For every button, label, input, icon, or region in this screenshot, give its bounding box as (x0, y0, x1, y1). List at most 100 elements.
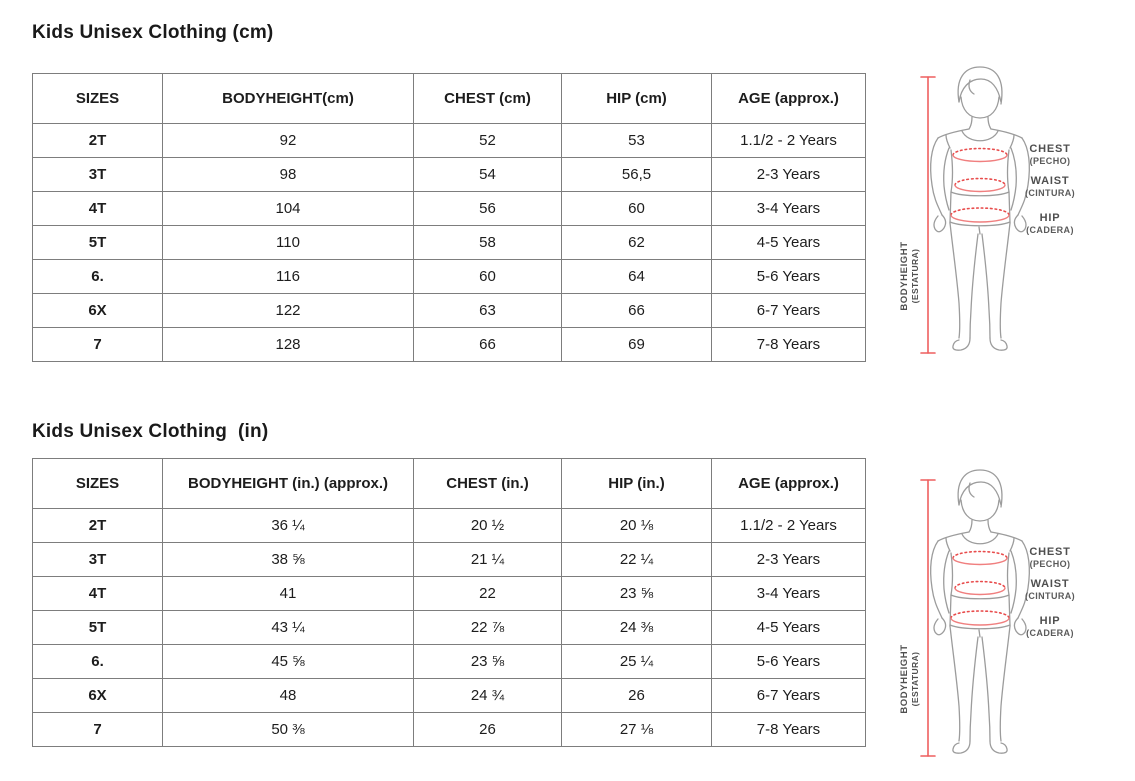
value-cell: 4-5 Years (711, 225, 866, 260)
value-cell: 56,5 (561, 157, 712, 192)
bodyheight-measure-line (920, 76, 936, 354)
value-cell: 41 (162, 576, 414, 611)
value-cell: 66 (413, 327, 562, 362)
value-cell: 25 ¼ (561, 644, 712, 679)
value-cell: 54 (413, 157, 562, 192)
column-header: BODYHEIGHT (in.) (approx.) (162, 458, 414, 509)
table-row: 7 50 ⅜ 26 27 ⅛ 7-8 Years (32, 712, 866, 747)
value-cell: 98 (162, 157, 414, 192)
table-row: 6X 122 63 66 6-7 Years (32, 293, 866, 328)
value-cell: 6-7 Years (711, 293, 866, 328)
pecho-label: (PECHO) (1030, 559, 1071, 569)
table-row: 5T 110 58 62 4-5 Years (32, 225, 866, 260)
value-cell: 63 (413, 293, 562, 328)
size-cell: 6. (32, 644, 163, 679)
hip-label: HIP (1040, 212, 1061, 224)
value-cell: 7-8 Years (711, 712, 866, 747)
value-cell: 22 ¼ (561, 542, 712, 577)
table-row: 5T 43 ¼ 22 ⅞ 24 ⅜ 4-5 Years (32, 610, 866, 645)
value-cell: 38 ⅝ (162, 542, 414, 577)
body-measurement-figure-cm: BODYHEIGHT (ESTATURA) (898, 60, 1123, 370)
value-cell: 43 ¼ (162, 610, 414, 645)
value-cell: 21 ¼ (413, 542, 562, 577)
value-cell: 62 (561, 225, 712, 260)
pecho-label: (PECHO) (1030, 156, 1071, 166)
value-cell: 66 (561, 293, 712, 328)
chest-measure-ellipse (952, 147, 1008, 163)
value-cell: 1.1/2 - 2 Years (711, 123, 866, 158)
cintura-label: (CINTURA) (1025, 188, 1075, 198)
value-cell: 36 ¼ (162, 508, 414, 543)
estatura-label: (ESTATURA) (910, 249, 920, 304)
section-title-in: Kids Unisex Clothing (in) (32, 421, 269, 442)
table-header-row: SIZES BODYHEIGHT(cm) CHEST (cm) HIP (cm) AGE… (32, 73, 866, 124)
size-cell: 5T (32, 610, 163, 645)
value-cell: 110 (162, 225, 414, 260)
size-cell: 3T (32, 157, 163, 192)
section-title-cm: Kids Unisex Clothing (cm) (32, 22, 274, 43)
size-cell: 3T (32, 542, 163, 577)
value-cell: 48 (162, 678, 414, 713)
column-header: AGE (approx.) (711, 458, 866, 509)
value-cell: 2-3 Years (711, 157, 866, 192)
value-cell: 20 ½ (413, 508, 562, 543)
value-cell: 24 ⅜ (561, 610, 712, 645)
value-cell: 24 ¾ (413, 678, 562, 713)
size-cell: 2T (32, 508, 163, 543)
size-table-in: SIZES BODYHEIGHT (in.) (approx.) CHEST (in… (32, 458, 866, 747)
value-cell: 3-4 Years (711, 191, 866, 226)
size-cell: 7 (32, 712, 163, 747)
hip-measure-ellipse (950, 610, 1010, 626)
value-cell: 4-5 Years (711, 610, 866, 645)
column-header: BODYHEIGHT(cm) (162, 73, 414, 124)
value-cell: 20 ⅛ (561, 508, 712, 543)
chest-label: CHEST (1029, 143, 1070, 155)
table-row: 3T 38 ⅝ 21 ¼ 22 ¼ 2-3 Years (32, 542, 866, 577)
table-row: 6. 116 60 64 5-6 Years (32, 259, 866, 294)
waist-measure-ellipse (954, 580, 1006, 596)
value-cell: 22 (413, 576, 562, 611)
value-cell: 3-4 Years (711, 576, 866, 611)
table-row: 6. 45 ⅝ 23 ⅝ 25 ¼ 5-6 Years (32, 644, 866, 679)
body-measurement-diagram: BODYHEIGHT (ESTATURA) (899, 469, 1075, 757)
table-row: 4T 104 56 60 3-4 Years (32, 191, 866, 226)
table-row: 3T 98 54 56,5 2-3 Years (32, 157, 866, 192)
bodyheight-label: BODYHEIGHT (899, 241, 910, 310)
table-row: 7 128 66 69 7-8 Years (32, 327, 866, 362)
column-header: CHEST (in.) (413, 458, 562, 509)
value-cell: 69 (561, 327, 712, 362)
chest-label: CHEST (1029, 546, 1070, 558)
value-cell: 27 ⅛ (561, 712, 712, 747)
column-header: AGE (approx.) (711, 73, 866, 124)
value-cell: 52 (413, 123, 562, 158)
bodyheight-label: BODYHEIGHT (899, 644, 910, 713)
waist-measure-ellipse (954, 177, 1006, 193)
column-header: HIP (cm) (561, 73, 712, 124)
value-cell: 1.1/2 - 2 Years (711, 508, 866, 543)
value-cell: 60 (561, 191, 712, 226)
cintura-label: (CINTURA) (1025, 591, 1075, 601)
body-measurement-diagram: BODYHEIGHT (ESTATURA) (899, 66, 1075, 354)
value-cell: 64 (561, 259, 712, 294)
value-cell: 60 (413, 259, 562, 294)
value-cell: 122 (162, 293, 414, 328)
value-cell: 128 (162, 327, 414, 362)
table-header-row: SIZES BODYHEIGHT (in.) (approx.) CHEST (in… (32, 458, 866, 509)
child-body-outline (930, 66, 1030, 351)
value-cell: 23 ⅝ (561, 576, 712, 611)
estatura-label: (ESTATURA) (910, 652, 920, 707)
size-cell: 6X (32, 678, 163, 713)
table-row: 4T 41 22 23 ⅝ 3-4 Years (32, 576, 866, 611)
hip-measure-ellipse (950, 207, 1010, 223)
value-cell: 50 ⅜ (162, 712, 414, 747)
value-cell: 6-7 Years (711, 678, 866, 713)
column-header: SIZES (32, 458, 163, 509)
size-cell: 6X (32, 293, 163, 328)
value-cell: 26 (561, 678, 712, 713)
size-cell: 4T (32, 576, 163, 611)
value-cell: 5-6 Years (711, 259, 866, 294)
column-header: SIZES (32, 73, 163, 124)
bodyheight-measure-line (920, 479, 936, 757)
size-cell: 6. (32, 259, 163, 294)
